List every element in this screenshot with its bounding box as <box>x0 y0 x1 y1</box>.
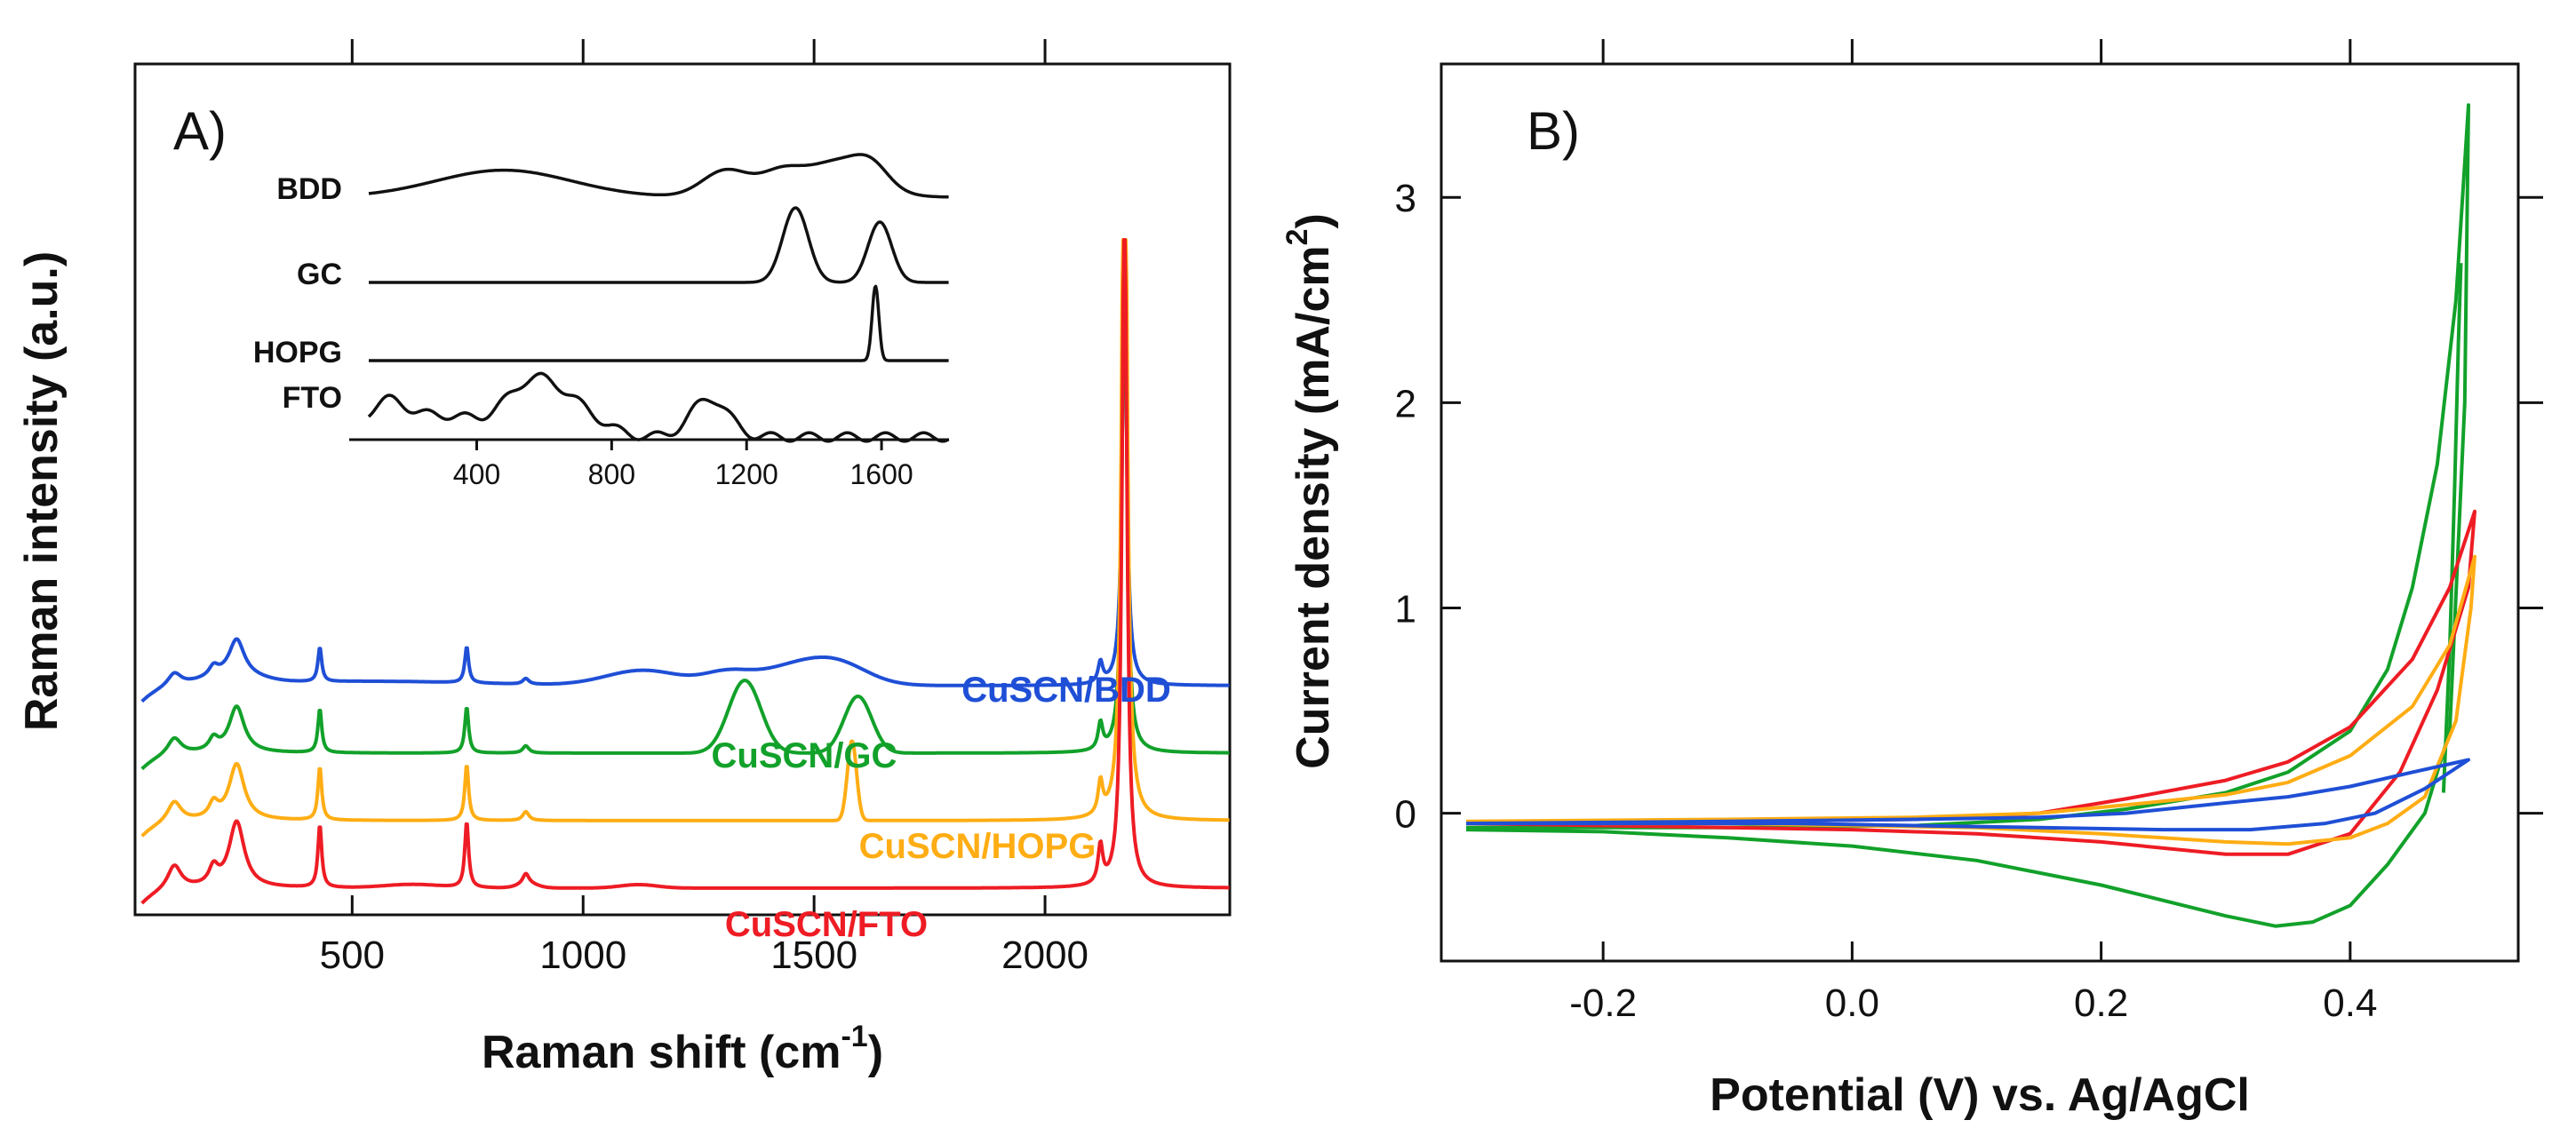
panel-b-curve-red <box>1465 509 2476 856</box>
panel-b-label: B) <box>1527 101 1580 161</box>
panel-b: B) -0.2 0.0 0.2 0.4 0 1 2 3 Potential (V) vs. … <box>1280 39 2543 1121</box>
panel-a-inset: 400 800 1200 1600 BDD GC HOPG FTO <box>253 153 950 490</box>
panel-b-curve-green <box>1465 103 2470 928</box>
panel-b-y-tick-label: 3 <box>1395 177 1416 220</box>
panel-b-y-axis-title-text: Current density (mA/cm <box>1288 245 1339 768</box>
panel-a-frame <box>133 62 1232 917</box>
panel-a-x-tick-label: 500 <box>320 933 385 977</box>
panel-b-frame <box>1440 62 2520 963</box>
panel-a-curve-cuscn-bdd <box>140 279 1231 703</box>
panel-a-x-axis-title-sup: -1 <box>841 1020 867 1053</box>
panel-a: A) 500 1000 1500 2000 CuSCN/BDDCuSCN/GCCuSC… <box>16 39 1232 1078</box>
panel-a-x-axis-title-text: Raman shift (cm <box>482 1027 841 1078</box>
panel-a-label: A) <box>173 101 227 161</box>
panel-a-series-label: CuSCN/FTO <box>725 905 928 944</box>
inset-curve-gc <box>368 206 950 284</box>
panel-a-series-labels: CuSCN/BDD CuSCN/GC CuSCN/HOPG CuSCN/FTO <box>712 671 1171 944</box>
inset-label-gc: GC <box>297 258 342 291</box>
inset-label-bdd: BDD <box>276 172 342 206</box>
inset-x-tick-label: 1200 <box>715 458 778 490</box>
panel-b-series <box>1465 103 2476 928</box>
panel-b-curve-green-branch <box>2441 263 2463 793</box>
panel-a-series <box>140 238 1231 905</box>
panel-b-y-tick-label: 1 <box>1395 587 1416 631</box>
panel-b-x-tick-label: 0.2 <box>2074 981 2128 1025</box>
panel-b-x-tick-label: -0.2 <box>1569 981 1637 1025</box>
inset-x-tick-label: 400 <box>453 458 500 490</box>
panel-a-x-tick-label: 1000 <box>539 933 626 977</box>
inset-curve-bdd <box>368 153 950 199</box>
inset-labels: BDD GC HOPG FTO <box>253 172 342 415</box>
panel-a-x-axis-title: Raman shift (cm-1) <box>482 1020 883 1078</box>
inset-curves <box>367 153 950 443</box>
panel-a-x-axis-title-close: ) <box>868 1027 883 1078</box>
inset-x-tick-label: 1600 <box>849 458 913 490</box>
panel-b-x-tick-label: 0.4 <box>2323 981 2377 1025</box>
panel-a-series-label: CuSCN/BDD <box>961 671 1171 710</box>
inset-curve-hopg <box>368 284 950 362</box>
panel-b-x-ticks: -0.2 0.0 0.2 0.4 <box>1569 39 2377 1025</box>
inset-x-ticks: 400 800 1200 1600 <box>453 440 913 490</box>
panel-b-x-axis-title: Potential (V) vs. Ag/AgCl <box>1710 1069 2250 1121</box>
panel-a-curve-cuscn-fto <box>140 238 1231 905</box>
panel-b-y-axis-title-close: ) <box>1288 213 1339 228</box>
inset-label-hopg: HOPG <box>253 336 342 369</box>
inset-label-fto: FTO <box>283 381 342 415</box>
panel-b-y-ticks: 0 1 2 3 <box>1395 177 2543 837</box>
panel-b-y-axis-title-sup: 2 <box>1280 228 1314 245</box>
panel-a-curve-cuscn-hopg <box>140 238 1231 838</box>
panel-a-x-tick-label: 2000 <box>1001 933 1089 977</box>
panel-a-series-label: CuSCN/GC <box>712 736 897 775</box>
inset-x-tick-label: 800 <box>588 458 635 490</box>
panel-b-x-tick-label: 0.0 <box>1825 981 1879 1025</box>
panel-b-curve-orange <box>1465 554 2476 846</box>
panel-a-y-axis-title: Raman intensity (a.u.) <box>16 251 68 731</box>
panel-a-x-ticks: 500 1000 1500 2000 <box>320 39 1089 977</box>
panel-a-x-tick-label: 1500 <box>770 933 857 977</box>
panel-a-curve-cuscn-gc <box>140 245 1231 771</box>
inset-curve-fto <box>367 371 950 443</box>
panel-a-series-label: CuSCN/HOPG <box>859 827 1097 866</box>
panel-b-y-axis-title: Current density (mA/cm2) <box>1280 213 1339 769</box>
panel-b-y-tick-label: 0 <box>1395 793 1416 837</box>
panel-b-y-tick-label: 2 <box>1395 382 1416 425</box>
panel-b-curve-blue <box>1465 758 2470 832</box>
